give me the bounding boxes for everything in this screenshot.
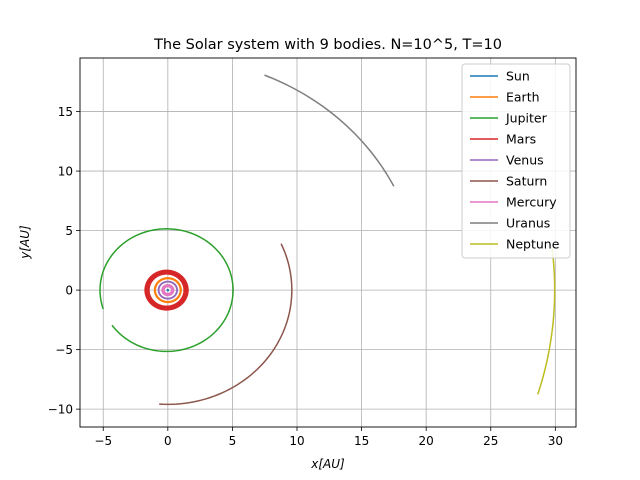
x-tick-label: −5 (94, 434, 112, 448)
series-jupiter (99, 228, 234, 353)
legend-label-sun: Sun (506, 69, 530, 84)
x-tick-label: 20 (419, 434, 434, 448)
chart-title: The Solar system with 9 bodies. N=10^5, … (153, 37, 502, 53)
series-uranus (264, 74, 395, 187)
series-neptune (537, 246, 556, 395)
legend: Sun Earth Jupiter Mars Venus Saturn Mercury Ura… (461, 63, 571, 259)
orbit-ring-mars (144, 269, 189, 311)
x-tick-label: 0 (164, 434, 172, 448)
plot-frame (79, 57, 577, 428)
orbit-ring-mercury (161, 284, 175, 297)
x-tick-label: 15 (354, 434, 369, 448)
orbit-ring-mercury (163, 285, 173, 295)
axis-ticks: −5 0 5 10 15 20 25 30 −10 −5 0 5 10 15 (48, 105, 563, 448)
series-venus (157, 280, 179, 300)
legend-label-saturn: Saturn (506, 174, 547, 189)
legend-label-jupiter: Jupiter (505, 111, 548, 126)
x-tick-label: 25 (483, 434, 498, 448)
x-tick-label: 30 (548, 434, 563, 448)
series-earth (153, 277, 182, 304)
orbit-ring-mars (146, 271, 187, 309)
legend-label-mars: Mars (506, 132, 536, 147)
orbit-ring-venus (157, 280, 179, 300)
series-mars (144, 269, 189, 311)
y-tick-label: −10 (48, 403, 73, 417)
y-tick-label: 15 (58, 105, 73, 119)
orbit-ring-mars (147, 272, 187, 309)
y-tick-label: 10 (58, 165, 73, 179)
legend-label-venus: Venus (506, 153, 544, 168)
orbit-ring-mars (148, 273, 185, 308)
x-tick-label: 5 (229, 434, 237, 448)
y-tick-label: 0 (65, 284, 73, 298)
y-tick-label: 5 (65, 224, 73, 238)
series-sun (166, 288, 170, 292)
orbit-ring-earth (153, 277, 182, 304)
series-lines (99, 74, 556, 406)
x-axis-label: x[AU] (310, 457, 345, 471)
legend-label-neptune: Neptune (506, 237, 560, 252)
y-axis-label: y[AU] (18, 225, 32, 260)
legend-label-earth: Earth (506, 90, 540, 105)
series-mercury (161, 284, 175, 297)
legend-label-mercury: Mercury (506, 195, 557, 210)
legend-box (461, 63, 571, 259)
y-tick-label: −5 (55, 343, 73, 357)
legend-label-uranus: Uranus (506, 216, 550, 231)
x-tick-label: 10 (289, 434, 304, 448)
series-saturn (159, 243, 293, 406)
